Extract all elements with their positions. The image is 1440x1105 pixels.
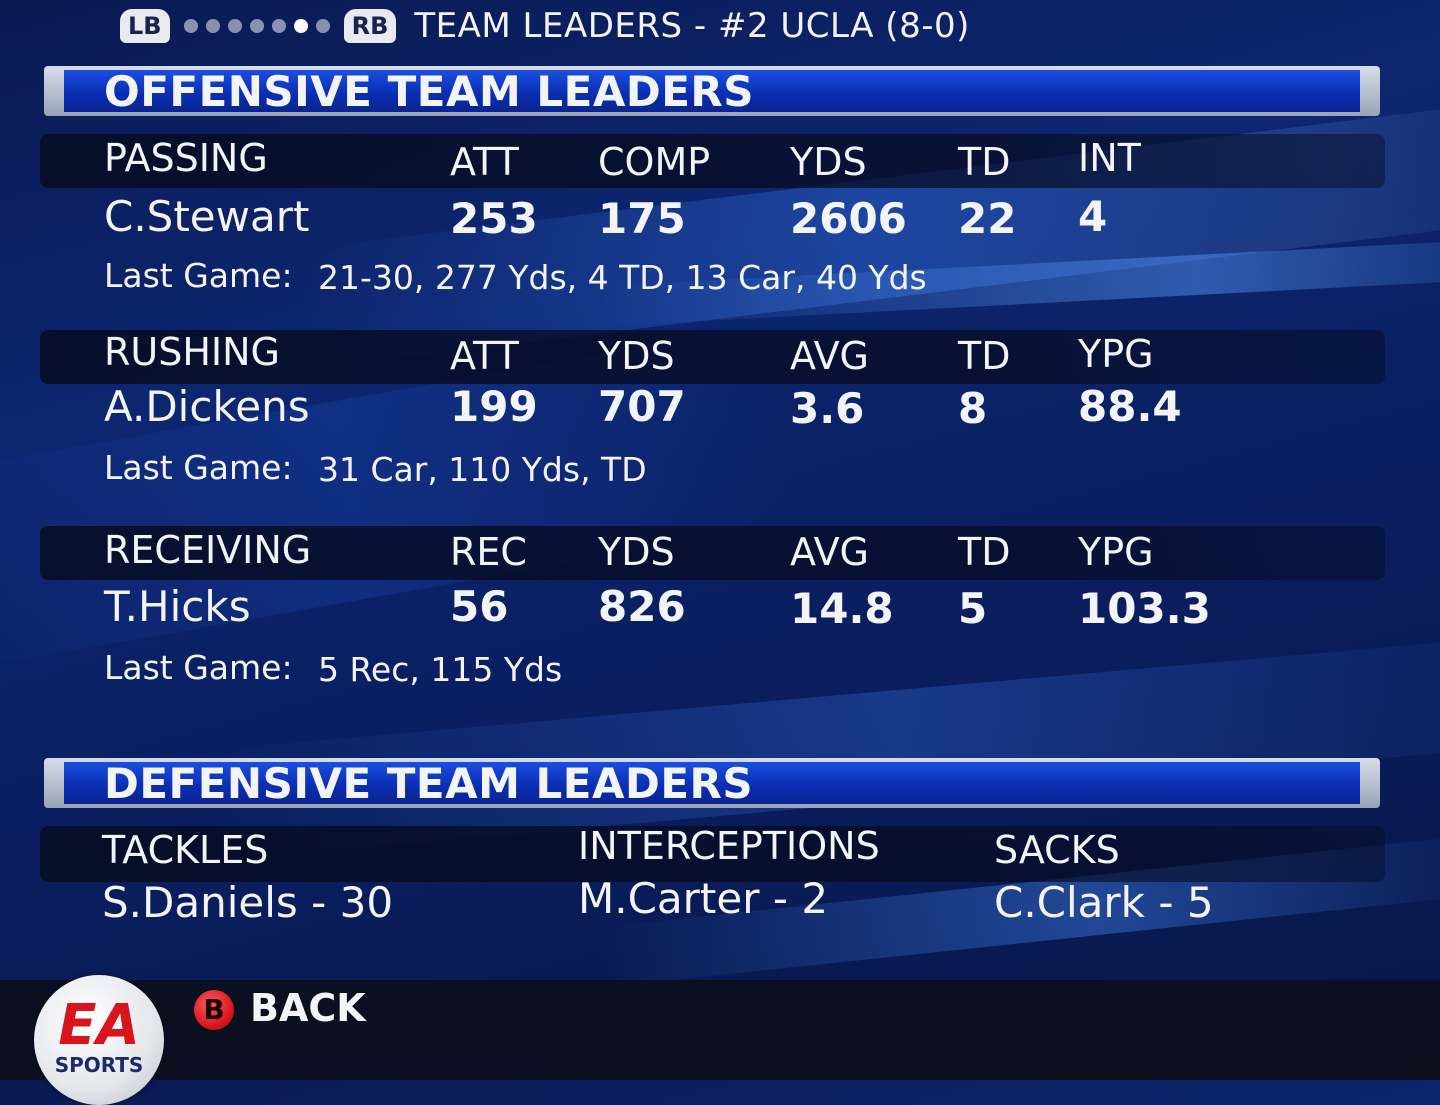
receiving-yds-value: 826	[598, 582, 686, 631]
receiving-header-band	[40, 526, 1385, 580]
passing-yds-value: 2606	[790, 194, 907, 243]
passing-last-game-label: Last Game:	[104, 256, 293, 295]
rushing-label: RUSHING	[104, 330, 280, 374]
rushing-td-value: 8	[958, 384, 988, 433]
rushing-avg-value: 3.6	[790, 384, 865, 433]
receiving-header-avg: AVG	[790, 530, 870, 574]
page-dot[interactable]	[183, 19, 198, 33]
defensive-section-title: DEFENSIVE TEAM LEADERS	[104, 758, 754, 808]
rb-button[interactable]: RB	[343, 9, 397, 43]
receiving-last-game-label: Last Game:	[104, 648, 293, 687]
tackles-label: TACKLES	[102, 828, 269, 872]
receiving-avg-value: 14.8	[790, 584, 894, 633]
offensive-section-title: OFFENSIVE TEAM LEADERS	[104, 66, 754, 116]
page-title: TEAM LEADERS - #2 UCLA (8-0)	[414, 6, 970, 46]
passing-leader-name: C.Stewart	[104, 192, 310, 241]
sports-logo-text: SPORTS	[54, 1053, 144, 1077]
receiving-header-td: TD	[958, 530, 1011, 574]
defense-header-band	[40, 826, 1385, 882]
interceptions-leader: M.Carter - 2	[578, 874, 829, 923]
sacks-leader: C.Clark - 5	[994, 878, 1214, 927]
rushing-header-att: ATT	[450, 334, 519, 378]
rushing-header-td: TD	[958, 334, 1011, 378]
rushing-header-band	[40, 330, 1385, 384]
page-dot[interactable]	[315, 19, 330, 33]
passing-comp-value: 175	[598, 194, 686, 243]
receiving-rec-value: 56	[450, 582, 509, 631]
receiving-last-game-stats: 5 Rec, 115 Yds	[318, 650, 563, 689]
passing-last-game-stats: 21-30, 277 Yds, 4 TD, 13 Car, 40 Yds	[318, 258, 927, 297]
passing-header-td: TD	[958, 140, 1011, 184]
passing-att-value: 253	[450, 194, 538, 243]
back-button[interactable]: BACK	[250, 986, 366, 1030]
ea-logo-text: EA	[58, 993, 140, 1058]
receiving-header-ypg: YPG	[1078, 530, 1154, 574]
ea-sports-logo: EA SPORTS	[34, 975, 164, 1105]
rushing-header-ypg: YPG	[1078, 332, 1154, 376]
page-dot[interactable]	[249, 19, 264, 33]
page-dot[interactable]	[205, 19, 220, 33]
receiving-leader-name: T.Hicks	[104, 582, 251, 631]
passing-header-yds: YDS	[790, 140, 867, 184]
rushing-ypg-value: 88.4	[1078, 382, 1182, 431]
passing-label: PASSING	[104, 136, 268, 180]
footer-bar	[0, 980, 1440, 1080]
rushing-yds-value: 707	[598, 382, 686, 431]
rushing-header-yds: YDS	[598, 334, 675, 378]
page-dot[interactable]	[271, 19, 286, 33]
receiving-header-yds: YDS	[598, 530, 675, 574]
lb-button[interactable]: LB	[120, 9, 170, 43]
page-dot-active[interactable]	[293, 19, 308, 33]
passing-header-comp: COMP	[598, 140, 711, 184]
receiving-header-rec: REC	[450, 530, 527, 574]
passing-header-band	[40, 134, 1385, 188]
passing-header-int: INT	[1078, 136, 1141, 180]
rushing-leader-name: A.Dickens	[104, 382, 310, 431]
passing-td-value: 22	[958, 194, 1017, 243]
receiving-label: RECEIVING	[104, 528, 312, 572]
defensive-section-header: DEFENSIVE TEAM LEADERS	[44, 758, 1380, 808]
passing-int-value: 4	[1078, 192, 1108, 241]
page-indicator	[183, 19, 330, 33]
tackles-leader: S.Daniels - 30	[102, 878, 394, 927]
rushing-last-game-stats: 31 Car, 110 Yds, TD	[318, 450, 647, 489]
passing-header-att: ATT	[450, 140, 519, 184]
sacks-label: SACKS	[994, 828, 1120, 872]
offensive-section-header: OFFENSIVE TEAM LEADERS	[44, 66, 1380, 116]
rushing-header-avg: AVG	[790, 334, 870, 378]
receiving-ypg-value: 103.3	[1078, 584, 1211, 633]
interceptions-label: INTERCEPTIONS	[578, 824, 880, 868]
page-header: LB RB TEAM LEADERS - #2 UCLA (8-0)	[120, 4, 970, 48]
page-dot[interactable]	[227, 19, 242, 33]
b-button-icon[interactable]: B	[194, 990, 234, 1030]
rushing-att-value: 199	[450, 382, 538, 431]
rushing-last-game-label: Last Game:	[104, 448, 293, 487]
receiving-td-value: 5	[958, 584, 988, 633]
